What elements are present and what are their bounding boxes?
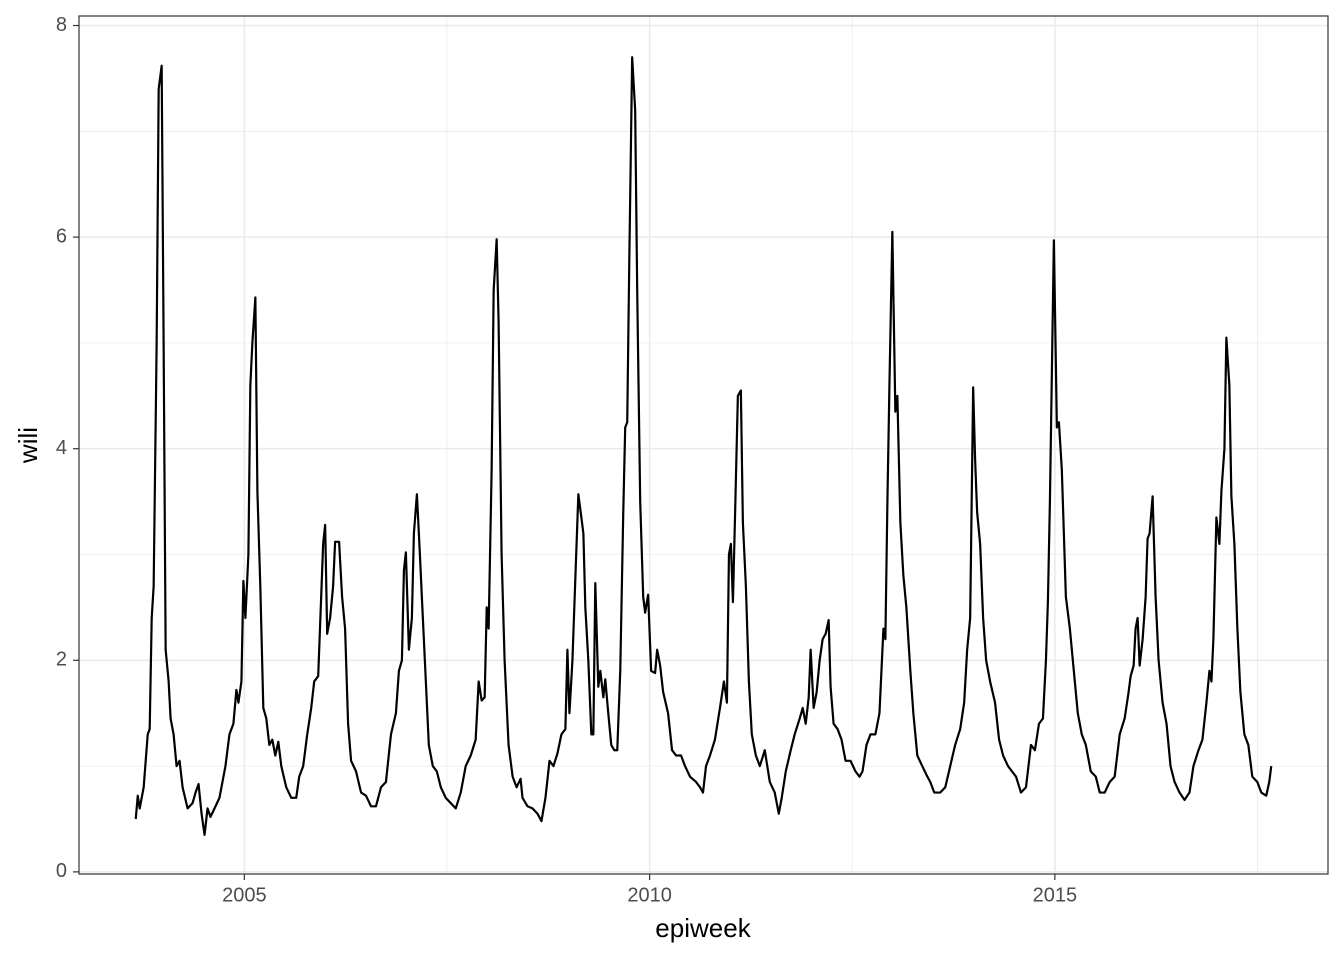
- x-tick-label: 2015: [1033, 884, 1078, 906]
- data-line: [134, 56, 1273, 836]
- y-tick-label: 6: [56, 225, 67, 247]
- y-tick-label: 0: [56, 860, 67, 882]
- y-tick-label: 4: [56, 437, 67, 459]
- x-tick-label: 2010: [627, 884, 672, 906]
- panel-border: [78, 15, 1329, 875]
- y-axis-title: wili: [13, 427, 43, 464]
- y-tick-label: 2: [56, 649, 67, 671]
- x-tick-label: 2005: [222, 884, 267, 906]
- x-axis-title: epiweek: [655, 913, 751, 943]
- y-tick-label: 8: [56, 14, 67, 36]
